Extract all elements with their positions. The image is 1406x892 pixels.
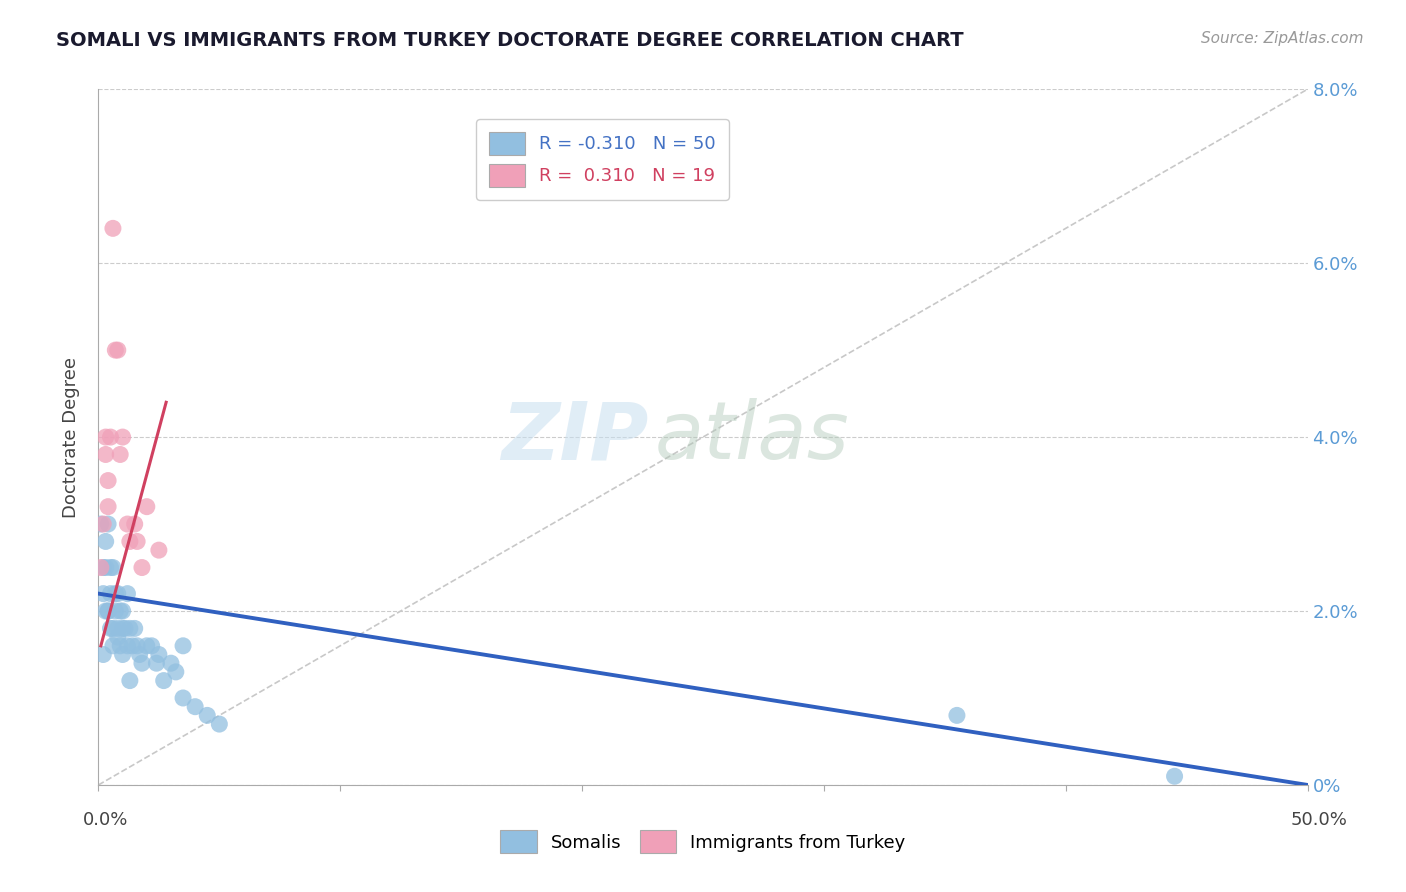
Point bbox=[195, 708, 218, 723]
Point bbox=[101, 639, 124, 653]
Point bbox=[135, 500, 157, 514]
Y-axis label: Doctorate Degree: Doctorate Degree bbox=[62, 357, 80, 517]
Point bbox=[107, 343, 129, 357]
Point bbox=[108, 447, 131, 462]
Point bbox=[94, 430, 117, 444]
Point bbox=[172, 639, 194, 653]
Point bbox=[172, 690, 194, 705]
Point bbox=[97, 604, 120, 618]
Text: ZIP: ZIP bbox=[501, 398, 648, 476]
Point bbox=[108, 604, 131, 618]
Point bbox=[111, 604, 134, 618]
Point bbox=[101, 560, 124, 574]
Point bbox=[131, 560, 153, 574]
Point bbox=[152, 673, 174, 688]
Point bbox=[124, 516, 146, 531]
Point bbox=[104, 343, 127, 357]
Point bbox=[91, 587, 114, 601]
Text: Source: ZipAtlas.com: Source: ZipAtlas.com bbox=[1201, 31, 1364, 46]
Point bbox=[117, 639, 139, 653]
Point bbox=[111, 648, 134, 662]
Point bbox=[114, 621, 136, 635]
Point bbox=[101, 621, 124, 635]
Legend: R = -0.310   N = 50, R =  0.310   N = 19: R = -0.310 N = 50, R = 0.310 N = 19 bbox=[477, 120, 728, 200]
Point bbox=[90, 516, 112, 531]
Point bbox=[101, 221, 124, 235]
Point bbox=[111, 430, 134, 444]
Point bbox=[1163, 769, 1185, 783]
Point bbox=[94, 447, 117, 462]
Point bbox=[97, 500, 120, 514]
Text: 0.0%: 0.0% bbox=[83, 811, 128, 829]
Point bbox=[91, 560, 114, 574]
Point bbox=[94, 560, 117, 574]
Point bbox=[117, 516, 139, 531]
Point bbox=[107, 621, 129, 635]
Point bbox=[97, 474, 120, 488]
Point bbox=[91, 648, 114, 662]
Point bbox=[184, 699, 207, 714]
Point bbox=[117, 587, 139, 601]
Point bbox=[160, 657, 183, 671]
Point bbox=[127, 534, 149, 549]
Point bbox=[104, 587, 127, 601]
Point bbox=[100, 430, 122, 444]
Point bbox=[148, 543, 170, 558]
Point bbox=[100, 621, 122, 635]
Point bbox=[148, 648, 170, 662]
Point bbox=[118, 673, 141, 688]
Point bbox=[128, 648, 150, 662]
Point bbox=[121, 639, 143, 653]
Point bbox=[94, 534, 117, 549]
Point bbox=[104, 604, 127, 618]
Point bbox=[108, 639, 131, 653]
Point bbox=[141, 639, 163, 653]
Point bbox=[118, 621, 141, 635]
Point bbox=[107, 587, 129, 601]
Point bbox=[208, 717, 231, 731]
Point bbox=[90, 560, 112, 574]
Point bbox=[135, 639, 157, 653]
Text: SOMALI VS IMMIGRANTS FROM TURKEY DOCTORATE DEGREE CORRELATION CHART: SOMALI VS IMMIGRANTS FROM TURKEY DOCTORA… bbox=[56, 31, 965, 50]
Point bbox=[100, 587, 122, 601]
Point bbox=[946, 708, 969, 723]
Point bbox=[165, 665, 187, 679]
Point bbox=[100, 560, 122, 574]
Point bbox=[127, 639, 149, 653]
Point bbox=[94, 604, 117, 618]
Text: atlas: atlas bbox=[655, 398, 849, 476]
Point bbox=[97, 516, 120, 531]
Point bbox=[131, 657, 153, 671]
Legend: Somalis, Immigrants from Turkey: Somalis, Immigrants from Turkey bbox=[494, 823, 912, 861]
Point bbox=[111, 621, 134, 635]
Text: 50.0%: 50.0% bbox=[1291, 811, 1347, 829]
Point bbox=[145, 657, 167, 671]
Point bbox=[91, 516, 114, 531]
Point bbox=[118, 534, 141, 549]
Point bbox=[124, 621, 146, 635]
Point bbox=[97, 604, 120, 618]
Point bbox=[107, 630, 129, 644]
